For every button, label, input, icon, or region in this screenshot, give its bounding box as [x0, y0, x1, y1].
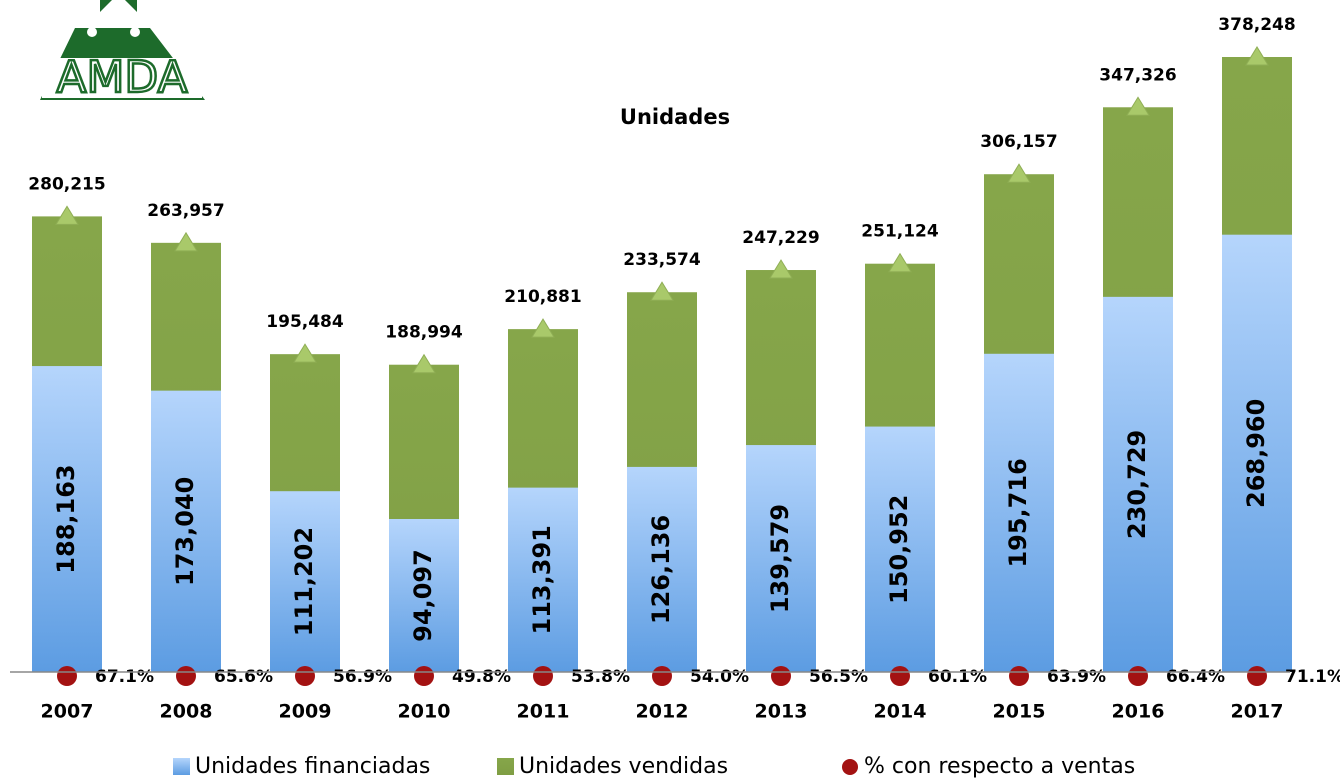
- value-label: 251,124: [861, 222, 939, 242]
- value-label: 195,716: [1004, 458, 1032, 567]
- marker-vendidas: [1007, 163, 1031, 183]
- percent-label: 65.6%: [214, 667, 273, 687]
- percent-dot: [1009, 666, 1029, 686]
- percent-label: 67.1%: [95, 667, 154, 687]
- percent-label: 56.5%: [809, 667, 868, 687]
- legend-swatch: [173, 758, 190, 775]
- value-label: 306,157: [980, 132, 1057, 152]
- value-label: 150,952: [885, 495, 913, 604]
- marker-vendidas: [55, 205, 79, 225]
- value-label: 111,202: [290, 527, 318, 636]
- percent-label: 53.8%: [571, 667, 630, 687]
- x-tick-label: 2013: [755, 701, 808, 723]
- legend-label: % con respecto a ventas: [864, 754, 1135, 779]
- value-label: 378,248: [1218, 15, 1295, 35]
- logo: AMDA: [40, 0, 205, 104]
- value-label: 233,574: [623, 250, 701, 270]
- marker-vendidas: [412, 353, 436, 374]
- bar-financiadas: [984, 353, 1054, 672]
- x-tick-label: 2014: [874, 701, 927, 723]
- bar-financiadas: [270, 491, 340, 672]
- percent-label: 54.0%: [690, 667, 749, 687]
- bar-financiadas: [746, 445, 816, 672]
- marker-vendidas: [888, 252, 912, 273]
- bar-financiadas: [151, 390, 221, 672]
- percent-label: 49.8%: [452, 667, 511, 687]
- percent-dot: [57, 666, 77, 686]
- legend-label: Unidades vendidas: [519, 754, 728, 779]
- x-tick-label: 2016: [1112, 701, 1165, 723]
- bar-financiadas: [508, 487, 578, 672]
- value-label: 195,484: [266, 312, 344, 332]
- plot: 280,215 188,163 67.1%2007 263,957 173,040 65.…: [28, 15, 1340, 723]
- percent-dot: [176, 666, 196, 686]
- legend: Unidades financiadas Unidades vendidas % c…: [173, 754, 1135, 779]
- value-label: 126,136: [647, 515, 675, 624]
- bar-financiadas: [389, 519, 459, 672]
- chart-title: Unidades: [620, 105, 730, 129]
- percent-label: 63.9%: [1047, 667, 1106, 687]
- x-tick-label: 2011: [517, 701, 570, 723]
- percent-dot: [1128, 666, 1148, 686]
- value-label: 139,579: [766, 504, 794, 613]
- x-tick-label: 2012: [636, 701, 689, 723]
- value-label: 113,391: [528, 525, 556, 634]
- bar-financiadas: [627, 466, 697, 672]
- legend-swatch: [497, 758, 514, 775]
- x-tick-label: 2008: [160, 701, 213, 723]
- marker-vendidas: [174, 231, 198, 252]
- x-tick-label: 2009: [279, 701, 332, 723]
- percent-dot: [295, 666, 315, 686]
- value-label: 263,957: [147, 201, 224, 221]
- value-label: 210,881: [504, 287, 581, 307]
- x-tick-label: 2015: [993, 701, 1046, 723]
- percent-dot: [533, 666, 553, 686]
- marker-vendidas: [531, 318, 555, 338]
- marker-vendidas: [1126, 96, 1150, 116]
- bar-financiadas: [32, 366, 102, 672]
- value-label: 280,215: [28, 174, 105, 194]
- percent-dot: [414, 666, 434, 686]
- value-label: 230,729: [1123, 430, 1151, 539]
- value-label: 173,040: [171, 477, 199, 586]
- marker-vendidas: [293, 343, 317, 363]
- value-label: 247,229: [742, 228, 819, 248]
- percent-dot: [1247, 666, 1267, 686]
- logo-text: AMDA: [56, 52, 187, 103]
- value-label: 347,326: [1099, 65, 1176, 85]
- percent-dot: [890, 666, 910, 686]
- percent-label: 66.4%: [1166, 667, 1225, 687]
- x-tick-label: 2017: [1231, 701, 1284, 723]
- value-label: 188,163: [52, 464, 80, 573]
- legend-label: Unidades financiadas: [195, 754, 430, 779]
- value-label: 188,994: [385, 323, 463, 343]
- percent-dot: [652, 666, 672, 686]
- bar-financiadas: [1103, 296, 1173, 672]
- percent-label: 71.1%: [1285, 667, 1340, 687]
- percent-dot: [771, 666, 791, 686]
- marker-vendidas: [769, 259, 793, 279]
- value-label: 94,097: [409, 549, 437, 642]
- bar-financiadas: [865, 426, 935, 672]
- bar-financiadas: [1222, 234, 1292, 673]
- legend-swatch: [842, 759, 858, 775]
- marker-vendidas: [1245, 46, 1269, 66]
- x-tick-label: 2007: [41, 701, 94, 723]
- marker-vendidas: [650, 281, 674, 301]
- percent-label: 60.1%: [928, 667, 987, 687]
- percent-label: 56.9%: [333, 667, 392, 687]
- x-tick-label: 2010: [398, 701, 451, 723]
- value-label: 268,960: [1242, 399, 1270, 508]
